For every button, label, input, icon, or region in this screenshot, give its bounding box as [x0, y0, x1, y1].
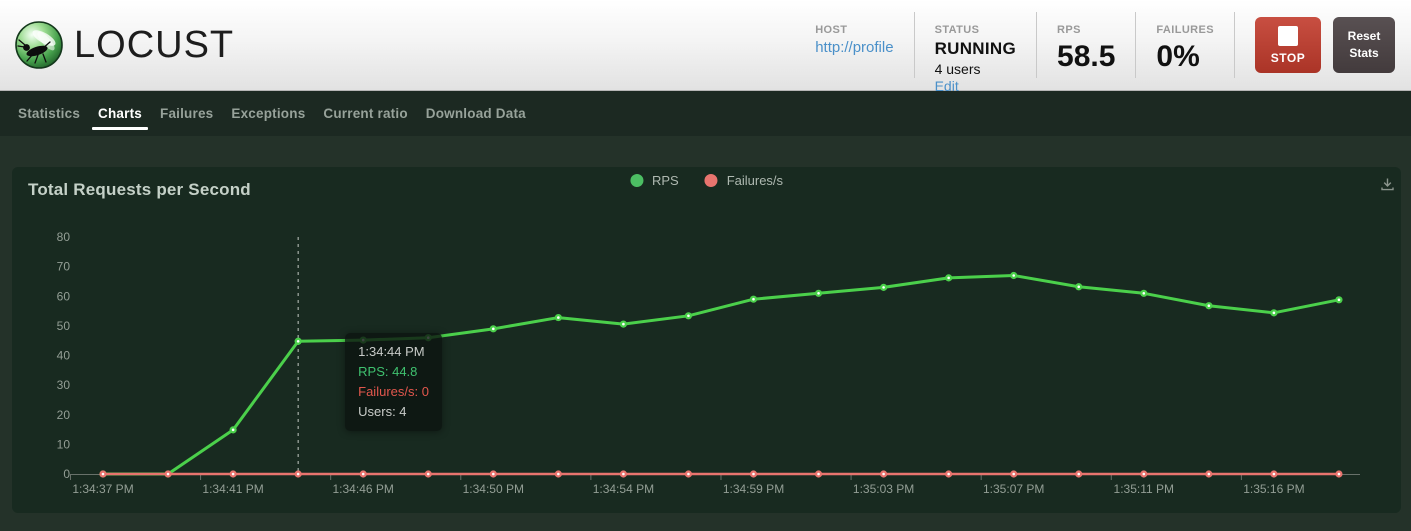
- header-info: HOST http://profile STATUS RUNNING 4 use…: [795, 12, 1395, 94]
- failures-info: FAILURES 0%: [1136, 12, 1235, 78]
- locust-logo-icon: [15, 21, 63, 69]
- legend-item-failures[interactable]: Failures/s: [704, 173, 784, 188]
- rps-legend-dot-icon: [629, 174, 643, 187]
- status-value: RUNNING: [934, 39, 1017, 58]
- svg-text:1:35:07 PM: 1:35:07 PM: [983, 482, 1044, 496]
- tab-exceptions[interactable]: Exceptions: [231, 105, 306, 121]
- failures-legend-dot-icon: [704, 174, 718, 187]
- rps-info: RPS 58.5: [1037, 12, 1137, 78]
- user-count: 4 users: [934, 61, 981, 77]
- tooltip-failures: Failures/s: 0: [358, 384, 429, 399]
- host-link[interactable]: http://profile: [815, 39, 894, 56]
- svg-text:1:34:41 PM: 1:34:41 PM: [202, 482, 263, 496]
- logo[interactable]: LOCUST: [15, 21, 234, 69]
- host-info: HOST http://profile: [795, 12, 915, 78]
- legend-item-rps[interactable]: RPS: [629, 173, 679, 188]
- stop-button[interactable]: STOP: [1255, 17, 1321, 73]
- tooltip-time: 1:34:44 PM: [358, 344, 425, 359]
- tab-statistics[interactable]: Statistics: [18, 105, 81, 121]
- rps-series: [99, 271, 1343, 478]
- failures-series: [99, 470, 1343, 478]
- failures-label: FAILURES: [1156, 24, 1214, 36]
- svg-text:1:35:16 PM: 1:35:16 PM: [1243, 482, 1304, 496]
- x-axis: [69, 474, 1360, 480]
- stop-button-label: STOP: [1270, 50, 1306, 65]
- host-label: HOST: [815, 24, 848, 36]
- chart-legend: RPS Failures/s: [629, 173, 784, 188]
- svg-text:1:34:50 PM: 1:34:50 PM: [463, 482, 524, 496]
- svg-text:0: 0: [63, 467, 70, 481]
- svg-text:80: 80: [57, 230, 71, 244]
- y-axis-labels: 0 10 20 30 40 50 60 70 80: [57, 230, 71, 481]
- svg-text:1:34:54 PM: 1:34:54 PM: [593, 482, 654, 496]
- svg-text:1:35:03 PM: 1:35:03 PM: [853, 482, 914, 496]
- svg-text:1:35:11 PM: 1:35:11 PM: [1114, 482, 1174, 496]
- status-info: STATUS RUNNING 4 users Edit: [915, 12, 1038, 94]
- rps-value: 58.5: [1057, 40, 1116, 73]
- svg-text:70: 70: [57, 260, 71, 274]
- stop-square-icon: [1278, 25, 1298, 46]
- svg-text:40: 40: [57, 349, 71, 363]
- rps-label: RPS: [1057, 24, 1081, 36]
- svg-text:60: 60: [57, 289, 71, 303]
- svg-text:20: 20: [57, 408, 71, 422]
- logo-text: LOCUST: [74, 24, 235, 66]
- nav-tabs: Statistics Charts Failures Exceptions Cu…: [0, 91, 1411, 136]
- failures-legend-label: Failures/s: [726, 173, 784, 188]
- svg-text:10: 10: [57, 437, 71, 451]
- svg-text:1:34:59 PM: 1:34:59 PM: [723, 482, 784, 496]
- rps-legend-label: RPS: [651, 173, 679, 188]
- tab-failures[interactable]: Failures: [160, 105, 214, 121]
- tooltip-users: Users: 4: [358, 404, 407, 419]
- tab-charts[interactable]: Charts: [92, 93, 148, 135]
- header: LOCUST HOST http://profile STATUS RUNNIN…: [0, 0, 1411, 94]
- x-axis-labels: 1:34:37 PM 1:34:41 PM 1:34:46 PM 1:34:50 PM…: [72, 482, 1304, 496]
- tab-current-ratio[interactable]: Current ratio: [323, 105, 408, 121]
- chart-tooltip: 1:34:44 PM RPS: 44.8 Failures/s: 0 Users…: [345, 333, 442, 431]
- chart-panel: Total Requests per Second RPS Failures/s…: [12, 167, 1401, 513]
- svg-text:30: 30: [57, 378, 71, 392]
- failures-value: 0%: [1156, 40, 1200, 73]
- chart-title: Total Requests per Second: [28, 180, 251, 199]
- tab-download-data[interactable]: Download Data: [425, 105, 526, 121]
- download-icon: [1381, 178, 1394, 191]
- status-label: STATUS: [934, 24, 980, 36]
- download-chart-button[interactable]: [1377, 174, 1398, 198]
- tooltip-rps: RPS: 44.8: [358, 364, 418, 379]
- svg-text:50: 50: [57, 319, 71, 333]
- edit-users-link[interactable]: Edit: [934, 78, 959, 94]
- reset-stats-button[interactable]: Reset Stats: [1333, 17, 1395, 73]
- svg-text:1:34:46 PM: 1:34:46 PM: [333, 482, 394, 496]
- svg-text:1:34:37 PM: 1:34:37 PM: [72, 482, 133, 496]
